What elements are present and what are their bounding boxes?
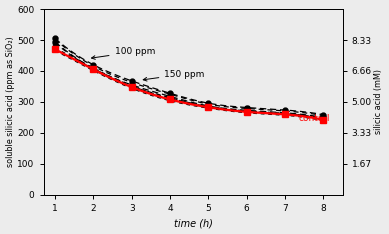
Y-axis label: silicic acid (mM): silicic acid (mM) — [375, 69, 384, 135]
Text: 100 ppm: 100 ppm — [91, 47, 155, 59]
Y-axis label: soluble silicic acid (ppm as SiO₂): soluble silicic acid (ppm as SiO₂) — [5, 37, 14, 167]
Text: control: control — [298, 114, 330, 123]
Text: 150 ppm: 150 ppm — [143, 69, 205, 81]
X-axis label: time (h): time (h) — [173, 219, 212, 228]
